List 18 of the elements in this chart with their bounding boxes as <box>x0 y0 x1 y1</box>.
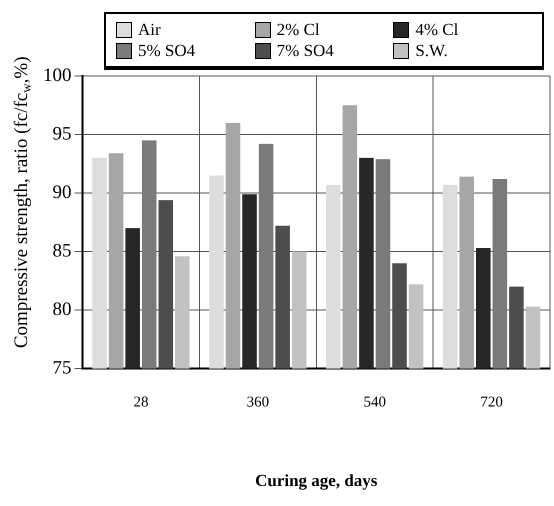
x-axis-title: Curing age, days <box>255 471 378 490</box>
y-tick-label: 90 <box>52 182 72 204</box>
x-tick-label: 540 <box>363 394 386 411</box>
legend-label: 5% SO4 <box>138 40 196 61</box>
y-axis-title: Compressive strength, ratio (fc/fcw,%) <box>10 56 34 348</box>
x-tick-label: 28 <box>133 394 148 411</box>
legend-label: 2% Cl <box>276 19 320 40</box>
legend-label: Air <box>138 19 161 40</box>
y-tick-label: 95 <box>52 124 72 145</box>
y-tick-label: 85 <box>52 240 72 262</box>
y-tick-label: 80 <box>52 299 72 320</box>
legend-label: 4% Cl <box>415 19 458 40</box>
y-tick-label: 75 <box>52 358 72 379</box>
x-tick-label: 720 <box>480 394 503 411</box>
legend-label: S.W. <box>415 40 448 61</box>
x-tick-label: 360 <box>246 394 270 411</box>
y-tick-label: 100 <box>43 64 72 86</box>
legend-label: 7% SO4 <box>276 40 334 61</box>
